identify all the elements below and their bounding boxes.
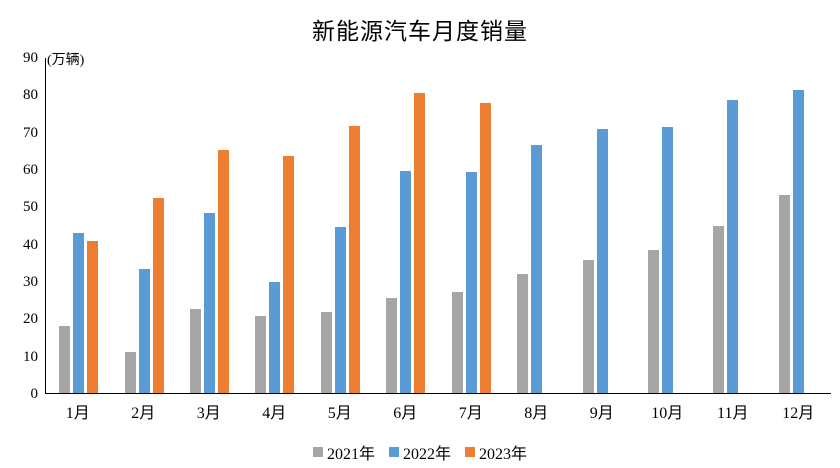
x-axis-label: 10月 — [651, 405, 684, 422]
bar-group-9月 — [569, 58, 634, 393]
x-axis-label: 11月 — [717, 405, 749, 422]
bar-group-12月 — [766, 58, 831, 393]
x-axis: 1月 2月 3月 4月 5月 6月 7月 8月 9月 10月 11月 12月 — [45, 399, 831, 423]
bar-group-10月 — [635, 58, 700, 393]
bar-2023年-2月 — [152, 197, 164, 393]
bar-2021年-5月 — [320, 312, 332, 393]
bar-group-4月 — [242, 58, 307, 393]
legend-label: 2021年 — [326, 446, 375, 463]
legend-label: 2023年 — [479, 446, 528, 463]
bar-2021年-3月 — [190, 308, 202, 393]
legend-label: 2022年 — [402, 446, 451, 463]
bar-group-7月 — [439, 58, 504, 393]
y-axis-tick-label: 10 — [23, 348, 38, 365]
x-axis-label: 6月 — [393, 405, 418, 422]
y-axis-tick-label: 0 — [30, 386, 39, 402]
bar-2022年-4月 — [269, 281, 281, 393]
bar-2022年-2月 — [138, 268, 150, 393]
x-axis-label: 9月 — [589, 405, 614, 422]
y-axis-tick-label: 70 — [23, 124, 38, 141]
bar-group-11月 — [700, 58, 765, 393]
bar-2022年-1月 — [73, 232, 85, 393]
bar-2022年-9月 — [596, 129, 608, 393]
y-axis-tick-label: 50 — [23, 199, 38, 216]
bar-2021年-9月 — [582, 260, 594, 393]
bar-2022年-5月 — [334, 226, 346, 393]
y-axis-unit-label: (万辆) — [47, 53, 85, 68]
x-axis-label: 8月 — [524, 405, 549, 422]
bar-group-5月 — [308, 58, 373, 393]
bar-group-3月 — [177, 58, 242, 393]
y-axis-tick-label: 80 — [23, 87, 38, 104]
legend-item-2022年: 2022年 — [388, 440, 451, 464]
bar-groups — [46, 58, 831, 393]
y-axis-tick-label: 40 — [23, 236, 38, 253]
x-axis-label: 4月 — [262, 405, 287, 422]
bar-2022年-8月 — [531, 145, 543, 393]
bar-2022年-10月 — [662, 127, 673, 393]
bar-2022年-6月 — [400, 171, 412, 393]
bar-2021年-8月 — [517, 273, 529, 393]
legend-swatch-icon — [388, 447, 399, 457]
bar-2022年-3月 — [204, 212, 216, 393]
x-axis-label: 5月 — [327, 405, 352, 422]
y-axis-tick-label: 30 — [23, 274, 38, 290]
bar-2023年-6月 — [414, 93, 426, 393]
y-axis-tick-label: 60 — [23, 162, 38, 178]
bar-2022年-11月 — [727, 100, 739, 393]
bar-group-8月 — [504, 58, 569, 393]
bar-2023年-5月 — [348, 126, 360, 393]
chart-title: 新能源汽车月度销量 — [312, 19, 528, 44]
bar-group-1月 — [46, 58, 111, 393]
legend-swatch-icon — [465, 447, 475, 457]
legend-item-2023年: 2023年 — [465, 440, 527, 464]
x-axis-label: 7月 — [458, 405, 483, 422]
y-axis-tick-label: 90 — [23, 50, 38, 66]
bar-2021年-7月 — [451, 292, 463, 393]
bar-2021年-4月 — [255, 316, 267, 393]
bar-2021年-11月 — [713, 225, 725, 393]
bar-2022年-7月 — [465, 172, 477, 393]
bar-2023年-4月 — [283, 156, 295, 393]
y-axis-tick-label: 20 — [23, 311, 38, 328]
bar-2023年-1月 — [87, 241, 99, 393]
bar-group-2月 — [111, 58, 176, 393]
plot-area — [45, 58, 831, 394]
x-axis-label: 1月 — [65, 405, 90, 422]
bar-group-6月 — [373, 58, 438, 393]
bar-2021年-12月 — [778, 195, 790, 393]
x-axis-label: 2月 — [131, 405, 156, 422]
x-axis-label: 3月 — [196, 405, 221, 422]
y-axis: 0 10 20 30 40 50 60 70 80 90 — [0, 50, 38, 402]
bar-2021年-6月 — [386, 297, 398, 393]
legend: 2021年 2022年 2023年 — [0, 440, 840, 464]
bar-2022年-12月 — [792, 90, 804, 393]
bar-2021年-1月 — [59, 326, 71, 393]
bar-2021年-2月 — [124, 352, 136, 393]
legend-swatch-icon — [312, 447, 323, 457]
bar-2021年-10月 — [648, 250, 659, 393]
legend-item-2021年: 2021年 — [312, 440, 375, 464]
bar-2023年-3月 — [218, 149, 230, 393]
x-axis-label: 12月 — [782, 405, 815, 422]
bar-2023年-7月 — [479, 102, 491, 393]
